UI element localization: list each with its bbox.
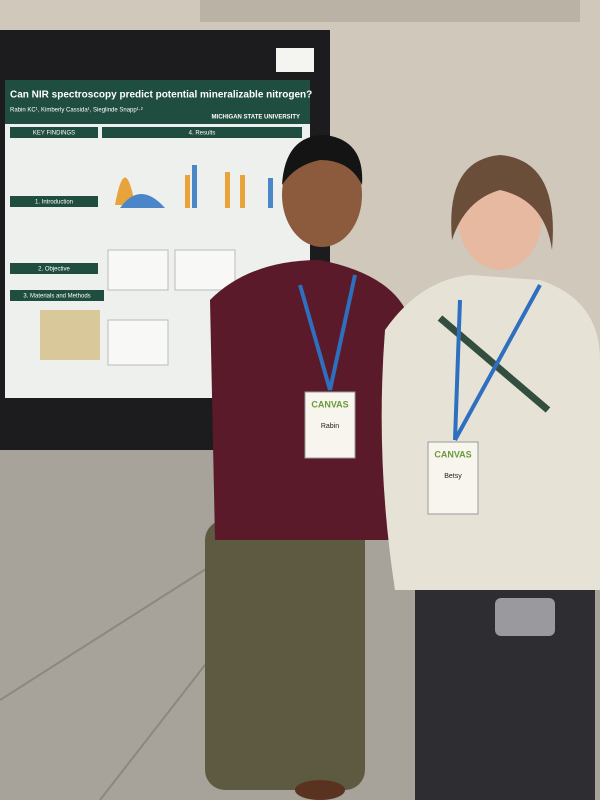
lanyard xyxy=(453,284,542,441)
section-header xyxy=(10,127,98,138)
man-face xyxy=(282,143,362,247)
section-title: 3. Materials and Methods xyxy=(23,294,90,300)
section-header xyxy=(10,196,98,207)
poster-authors: Rabin KC¹, Kimberly Cassida¹, Sieglinde … xyxy=(10,108,143,114)
badge-event: CANVAS xyxy=(311,399,348,409)
poster-header xyxy=(5,80,310,124)
badge-event: CANVAS xyxy=(434,449,471,459)
woman-sweater xyxy=(381,275,600,590)
name-badge xyxy=(427,441,479,515)
section-title: KEY FINDINGS xyxy=(33,131,75,137)
poster-title: Can NIR spectroscopy predict potential m… xyxy=(10,90,312,101)
section-title: 4. Results xyxy=(189,131,216,137)
poster-figure xyxy=(107,249,169,291)
poster-figure xyxy=(107,319,169,366)
section-header xyxy=(10,290,104,301)
poster-figure xyxy=(40,310,100,360)
poster-figure xyxy=(174,249,236,291)
poster-affiliation: MICHIGAN STATE UNIVERSITY xyxy=(212,115,300,121)
section-title: 1. Introduction xyxy=(35,200,73,206)
man-hair xyxy=(282,135,363,185)
beam xyxy=(200,0,580,22)
poster-figure xyxy=(240,175,245,208)
poster-figure xyxy=(120,194,165,208)
woman-hair xyxy=(451,155,553,250)
name-badge xyxy=(304,391,356,459)
lanyard xyxy=(328,274,357,391)
floor-seam xyxy=(0,559,221,701)
badge-name: Rabin xyxy=(321,423,339,430)
poster-figure xyxy=(268,178,273,208)
man-shoe xyxy=(295,780,345,800)
poster-figure xyxy=(225,172,230,208)
poster-figure xyxy=(185,175,190,208)
section-header xyxy=(10,263,98,274)
lanyard xyxy=(453,299,462,441)
section-title: 2. Objective xyxy=(38,267,70,273)
poster-figure xyxy=(192,165,197,208)
phone xyxy=(495,598,555,636)
poster-number-card xyxy=(276,48,314,72)
man-trousers xyxy=(205,520,365,790)
section-header xyxy=(102,127,302,138)
lanyard xyxy=(298,284,332,391)
badge-name: Betsy xyxy=(444,473,462,480)
